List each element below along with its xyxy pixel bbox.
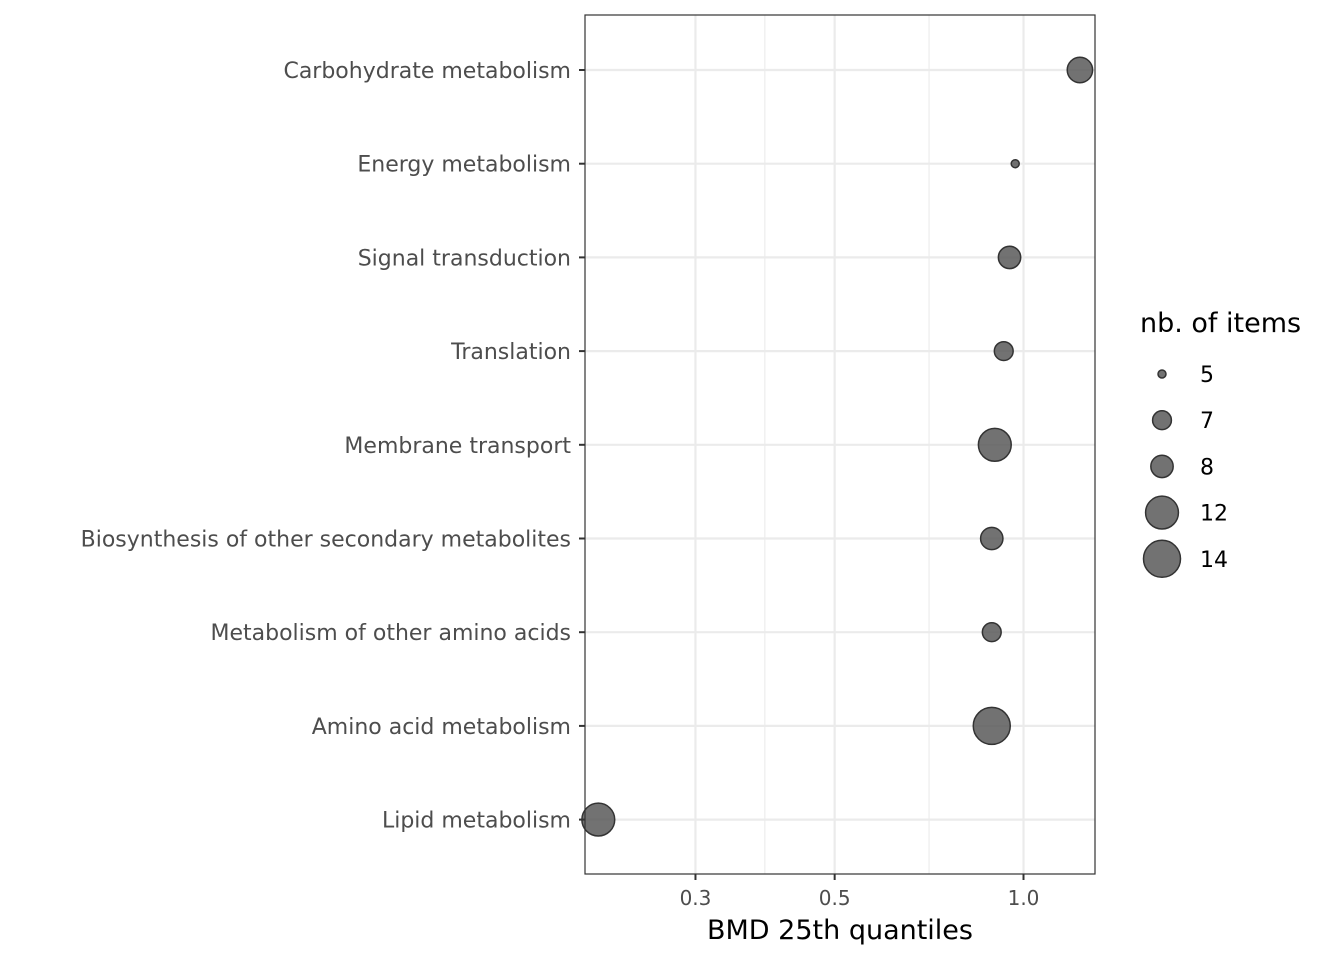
data-point xyxy=(1010,158,1020,169)
legend-label: 12 xyxy=(1200,502,1228,527)
legend-items: 5 7 8 12 14 xyxy=(1142,363,1228,579)
legend-key xyxy=(1151,410,1173,431)
x-axis: 0.3 0.5 1.0 xyxy=(680,874,1040,910)
legend-label: 14 xyxy=(1200,548,1228,573)
y-tick-label: Amino acid metabolism xyxy=(312,715,571,740)
y-tick-label: Carbohydrate metabolism xyxy=(283,59,571,84)
data-point xyxy=(977,427,1012,462)
data-point xyxy=(993,340,1014,362)
data-point xyxy=(981,622,1002,643)
x-axis-title: BMD 25th quantiles xyxy=(707,915,973,946)
size-legend: nb. of items 5 7 8 12 14 xyxy=(1140,308,1301,579)
data-point xyxy=(997,245,1022,270)
y-tick-label: Translation xyxy=(450,340,571,365)
legend-key xyxy=(1150,454,1174,479)
data-point xyxy=(972,706,1012,746)
x-tick-label: 0.3 xyxy=(680,886,712,910)
data-point xyxy=(1066,56,1094,84)
legend-key xyxy=(1157,369,1167,379)
legend-title: nb. of items xyxy=(1140,308,1301,339)
y-tick-label: Energy metabolism xyxy=(357,153,571,178)
data-point xyxy=(581,802,616,837)
y-axis: Carbohydrate metabolism Energy metabolism… xyxy=(81,59,585,834)
y-tick-label: Lipid metabolism xyxy=(382,809,571,834)
legend-key xyxy=(1142,539,1182,579)
legend-label: 8 xyxy=(1200,455,1214,480)
x-tick-label: 1.0 xyxy=(1008,886,1040,910)
data-point xyxy=(979,526,1004,551)
x-tick-label: 0.5 xyxy=(819,886,851,910)
legend-label: 5 xyxy=(1200,363,1214,388)
y-tick-label: Metabolism of other amino acids xyxy=(211,621,572,646)
legend-key xyxy=(1144,495,1180,530)
y-tick-label: Biosynthesis of other secondary metaboli… xyxy=(81,528,571,553)
points-layer xyxy=(581,56,1094,837)
y-tick-label: Membrane transport xyxy=(344,434,571,459)
legend-label: 7 xyxy=(1200,409,1214,434)
y-tick-label: Signal transduction xyxy=(358,246,571,271)
